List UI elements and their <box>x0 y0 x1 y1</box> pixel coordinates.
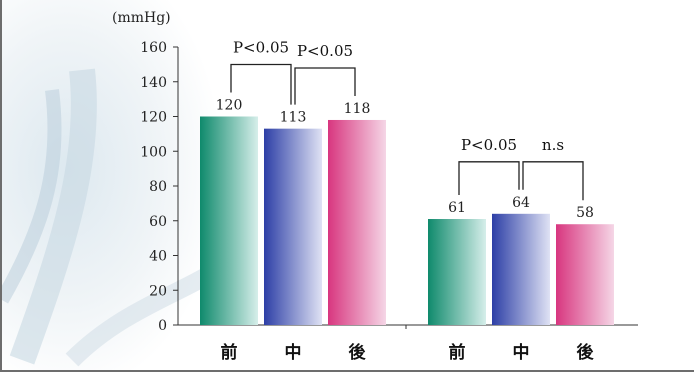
y-tick-label: 20 <box>149 283 167 299</box>
significance-bracket <box>458 161 520 196</box>
significance-bracket <box>522 161 584 201</box>
bar <box>428 219 486 325</box>
bar <box>492 213 550 325</box>
category-label: 前 <box>221 342 238 363</box>
bar <box>328 119 386 325</box>
category-label: 中 <box>285 342 302 363</box>
y-tick-label: 100 <box>140 144 167 160</box>
bar-value-label: 64 <box>512 195 530 211</box>
y-tick-label: 120 <box>140 110 167 126</box>
bar-value-label: 118 <box>344 101 371 117</box>
bar <box>556 224 614 325</box>
y-tick-label: 80 <box>149 179 167 195</box>
y-tick-label: 160 <box>140 40 167 56</box>
significance-bracket <box>230 63 292 105</box>
significance-label: P<0.05 <box>297 42 353 60</box>
category-label: 後 <box>349 342 367 363</box>
bar <box>200 116 258 325</box>
bar <box>264 128 322 325</box>
y-tick-label: 140 <box>140 75 167 91</box>
significance-label: P<0.05 <box>461 136 517 154</box>
significance-bracket <box>294 67 356 105</box>
bar-value-label: 58 <box>576 205 594 221</box>
significance-label: P<0.05 <box>233 39 289 57</box>
bar-value-label: 120 <box>216 98 243 114</box>
y-tick-label: 60 <box>149 214 167 230</box>
category-label: 前 <box>449 342 466 363</box>
y-axis-unit-label: (mmHg) <box>112 10 171 26</box>
bar-value-label: 61 <box>448 200 466 216</box>
category-label: 後 <box>577 342 595 363</box>
y-tick-label: 0 <box>158 318 167 334</box>
significance-label: n.s <box>542 136 564 154</box>
bar-value-label: 113 <box>280 110 307 126</box>
y-tick-label: 40 <box>149 249 167 265</box>
category-label: 中 <box>513 342 530 363</box>
